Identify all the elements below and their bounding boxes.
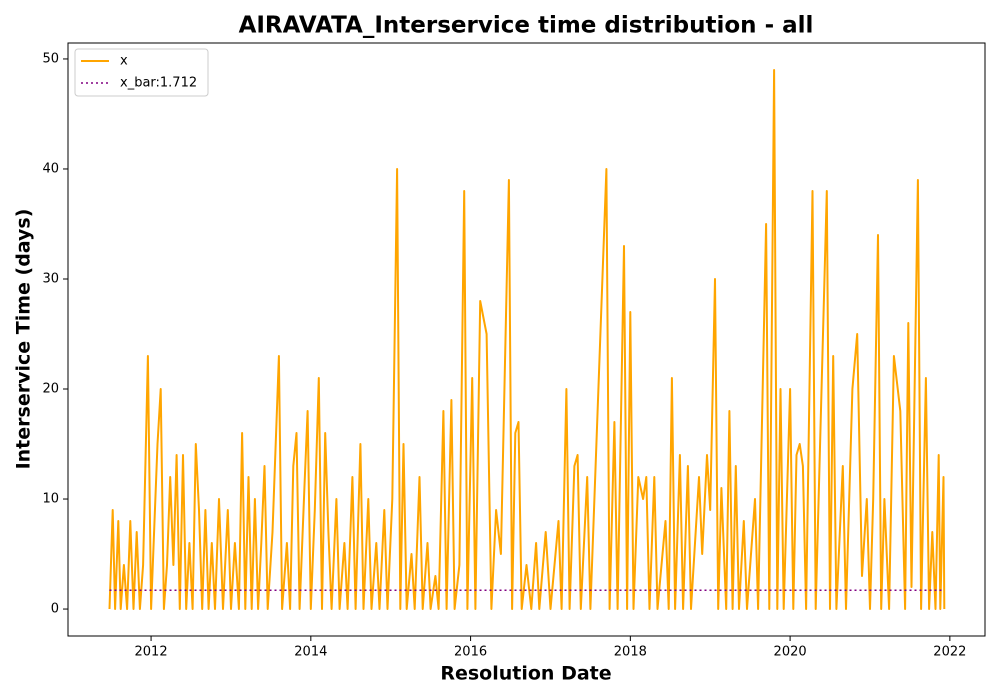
x-axis-label: Resolution Date [440,663,611,685]
x-tick-label: 2020 [774,645,807,660]
y-tick-label: 0 [51,602,59,617]
legend-label: x [120,54,128,69]
legend-label: x_bar:1.712 [120,76,197,91]
x-tick-label: 2018 [614,645,647,660]
y-tick-label: 20 [42,382,59,397]
x-tick-label: 2014 [294,645,327,660]
plot-frame [67,42,986,637]
x-tick-label: 2016 [454,645,487,660]
y-axis-label: Interservice Time (days) [13,209,35,470]
x-tick-label: 2012 [135,645,168,660]
chart-title: AIRAVATA_Interservice time distribution … [239,13,814,39]
y-tick-label: 10 [42,492,59,507]
y-tick-label: 30 [42,271,59,286]
x-tick-label: 2022 [933,645,966,660]
y-tick-label: 40 [42,161,59,176]
y-tick-label: 50 [42,51,59,66]
series-line [108,69,946,610]
